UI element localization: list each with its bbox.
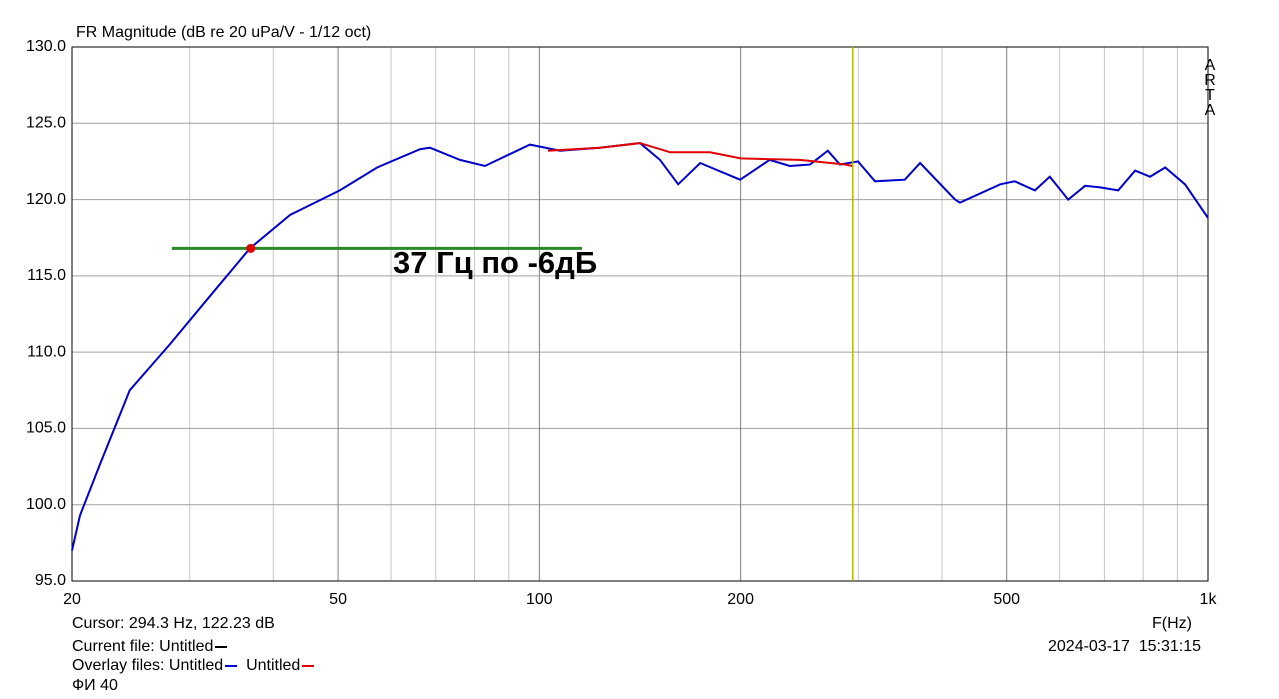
chart-title: FR Magnitude (dB re 20 uPa/V - 1/12 oct) <box>76 24 371 41</box>
current-swatch <box>215 645 228 648</box>
cursor-readout: Cursor: 294.3 Hz, 122.23 dB <box>72 615 275 632</box>
note: ФИ 40 <box>72 677 118 694</box>
x-tick-label: 20 <box>63 591 81 608</box>
y-tick-label: 95.0 <box>35 572 66 589</box>
overlay-files: Overlay files: Untitled Untitled <box>72 657 315 675</box>
overlay-1: Overlay files: Untitled <box>72 657 224 674</box>
watermark: ARTA <box>1202 57 1219 117</box>
x-tick-label: 200 <box>727 591 754 608</box>
x-axis-label: F(Hz) <box>1152 615 1192 632</box>
x-tick-label: 100 <box>526 591 553 608</box>
fr-curve <box>547 142 853 167</box>
overlay-swatch <box>302 664 315 667</box>
marker-dot <box>246 243 256 253</box>
y-tick-label: 100.0 <box>26 496 66 513</box>
date: 2024-03-17 <box>1048 638 1130 655</box>
y-tick-label: 120.0 <box>26 191 66 208</box>
annotation: 37 Гц по -6дБ <box>393 245 597 280</box>
y-tick-label: 130.0 <box>26 38 66 55</box>
y-tick-label: 110.0 <box>27 343 66 360</box>
overlay-2: Untitled <box>246 657 301 674</box>
plot-frame <box>71 46 1209 582</box>
y-tick-label: 125.0 <box>26 115 66 132</box>
y-tick-label: 115.0 <box>27 267 66 284</box>
fr-curve <box>71 142 1209 551</box>
x-tick-label: 50 <box>329 591 347 608</box>
chart: FR Magnitude (dB re 20 uPa/V - 1/12 oct)… <box>26 24 1219 608</box>
timestamp: 2024-03-17 15:31:15 <box>1048 638 1201 656</box>
overlay-swatch <box>225 664 238 667</box>
x-tick-label: 1k <box>1200 591 1218 608</box>
x-tick-label: 500 <box>993 591 1020 608</box>
current-file: Current file: Untitled <box>72 638 228 656</box>
y-tick-label: 105.0 <box>26 420 66 437</box>
time: 15:31:15 <box>1138 638 1202 655</box>
current-file-text: Current file: Untitled <box>72 638 214 655</box>
